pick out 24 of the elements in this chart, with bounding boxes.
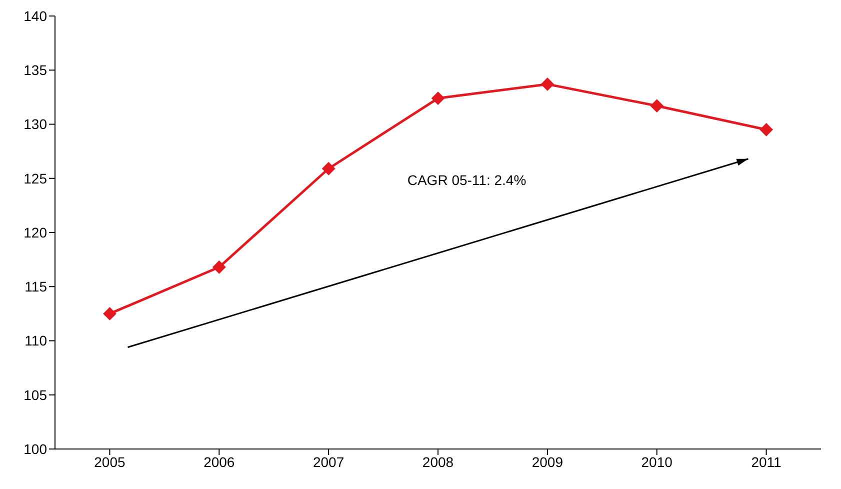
y-tick-label: 135 (24, 62, 48, 78)
x-tick-label: 2009 (532, 454, 564, 470)
x-tick-label: 2008 (422, 454, 454, 470)
y-tick-label: 125 (24, 170, 48, 186)
point (103, 307, 116, 320)
point (322, 162, 336, 176)
y-tick-label: 105 (24, 386, 48, 403)
y-tick-label: 140 (24, 8, 48, 24)
y-tick-label: 120 (24, 224, 48, 240)
y-tick-label: 115 (24, 278, 48, 295)
y-tick-label: 110 (24, 332, 48, 349)
point (432, 92, 444, 105)
point (760, 123, 773, 136)
point (212, 260, 226, 274)
x-tick-label: 2006 (204, 454, 235, 470)
annotation: CAGR 05-11: 2.4% (407, 172, 526, 188)
y-tick-label: 100 (24, 440, 48, 457)
x-tick-label: 2011 (751, 454, 782, 470)
y-tick-label: 130 (24, 116, 48, 132)
point (650, 99, 664, 112)
x-tick-label: 2010 (641, 454, 673, 470)
point (540, 78, 554, 91)
x-tick-label: 2007 (312, 454, 344, 470)
x-tick-label: 2005 (94, 454, 126, 470)
